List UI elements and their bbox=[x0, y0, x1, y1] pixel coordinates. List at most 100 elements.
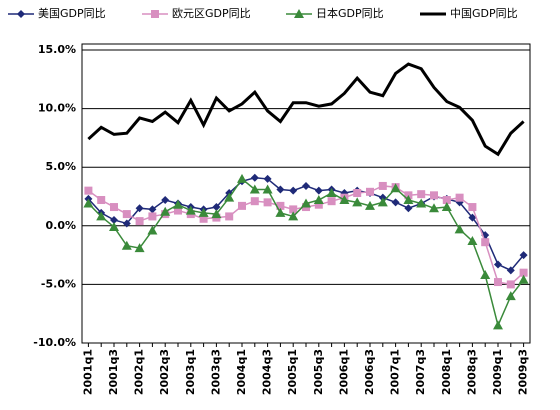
marker bbox=[250, 197, 259, 206]
marker bbox=[238, 201, 246, 210]
x-tick-label: 2003q3 bbox=[209, 349, 222, 395]
marker bbox=[275, 207, 286, 217]
marker bbox=[294, 9, 304, 18]
marker bbox=[454, 224, 465, 234]
marker bbox=[506, 266, 515, 275]
marker bbox=[365, 200, 375, 210]
marker bbox=[416, 198, 427, 208]
x-tick-label: 2003q1 bbox=[184, 349, 197, 395]
marker bbox=[366, 187, 374, 196]
marker bbox=[225, 212, 234, 221]
marker bbox=[442, 196, 451, 205]
y-tick-label: 10.0% bbox=[38, 102, 76, 115]
marker bbox=[314, 186, 323, 195]
marker bbox=[288, 211, 299, 221]
marker bbox=[174, 206, 182, 215]
marker bbox=[249, 184, 260, 194]
legend-label: 日本GDP同比 bbox=[316, 6, 384, 20]
marker bbox=[276, 185, 285, 194]
marker bbox=[352, 197, 363, 207]
marker bbox=[289, 205, 298, 214]
marker bbox=[263, 174, 272, 183]
marker bbox=[161, 196, 170, 205]
marker bbox=[262, 184, 273, 194]
marker bbox=[147, 225, 158, 235]
marker bbox=[301, 198, 311, 208]
marker bbox=[199, 214, 208, 223]
x-tick-label: 2002q1 bbox=[133, 349, 146, 395]
x-tick-label: 2005q3 bbox=[312, 349, 325, 395]
marker bbox=[378, 181, 387, 190]
marker bbox=[173, 199, 183, 209]
marker bbox=[185, 205, 196, 215]
marker bbox=[313, 195, 324, 205]
marker bbox=[121, 240, 132, 250]
marker bbox=[326, 187, 337, 197]
marker bbox=[429, 203, 439, 213]
legend-label: 美国GDP同比 bbox=[38, 7, 106, 20]
marker bbox=[224, 192, 235, 202]
marker bbox=[134, 243, 145, 253]
marker bbox=[468, 203, 477, 212]
marker bbox=[505, 291, 516, 301]
marker bbox=[84, 186, 93, 195]
y-tick-label: 15.0% bbox=[38, 43, 76, 56]
marker bbox=[109, 221, 119, 231]
marker bbox=[404, 204, 413, 213]
marker bbox=[519, 251, 528, 260]
x-tick-label: 2001q1 bbox=[81, 349, 94, 395]
plot-frame bbox=[81, 43, 531, 344]
marker bbox=[417, 190, 426, 199]
x-tick-label: 2007q3 bbox=[414, 349, 427, 395]
marker bbox=[455, 193, 464, 202]
marker bbox=[339, 195, 350, 205]
marker bbox=[151, 10, 159, 18]
marker bbox=[391, 198, 400, 207]
x-tick-label: 2005q1 bbox=[286, 349, 299, 395]
marker bbox=[430, 191, 438, 200]
marker bbox=[96, 211, 107, 221]
marker bbox=[135, 204, 144, 213]
marker bbox=[110, 203, 118, 212]
marker bbox=[122, 219, 131, 228]
marker bbox=[377, 197, 388, 207]
marker bbox=[198, 207, 209, 217]
marker bbox=[148, 212, 157, 221]
x-tick-label: 2008q1 bbox=[440, 349, 453, 395]
x-tick-label: 2009q3 bbox=[517, 349, 530, 395]
x-tick-label: 2002q3 bbox=[158, 349, 171, 395]
marker bbox=[237, 173, 247, 183]
x-tick-label: 2004q1 bbox=[235, 349, 248, 395]
x-tick-label: 2004q3 bbox=[261, 349, 274, 395]
marker bbox=[135, 217, 144, 226]
marker bbox=[467, 236, 478, 246]
marker bbox=[441, 202, 452, 212]
x-tick-label: 2009q1 bbox=[491, 349, 504, 395]
marker bbox=[148, 205, 157, 214]
marker bbox=[263, 198, 272, 207]
marker bbox=[17, 10, 25, 18]
x-tick-label: 2001q3 bbox=[107, 349, 120, 395]
marker bbox=[481, 238, 490, 247]
marker bbox=[403, 195, 414, 205]
y-tick-label: 5.0% bbox=[45, 160, 76, 173]
marker bbox=[289, 186, 298, 195]
marker bbox=[390, 183, 401, 193]
marker bbox=[110, 215, 118, 224]
marker bbox=[83, 198, 94, 208]
marker bbox=[494, 278, 502, 287]
marker bbox=[468, 213, 477, 222]
y-tick-label: -5.0% bbox=[41, 277, 76, 290]
x-tick-label: 2007q1 bbox=[389, 349, 402, 395]
marker bbox=[302, 181, 310, 190]
x-tick-label: 2006q3 bbox=[363, 349, 376, 395]
marker bbox=[519, 268, 528, 277]
legend-label: 欧元区GDP同比 bbox=[172, 7, 251, 20]
marker bbox=[480, 270, 491, 280]
series-line bbox=[87, 176, 525, 272]
x-tick-label: 2008q3 bbox=[465, 349, 478, 395]
legend-label: 中国GDP同比 bbox=[450, 7, 518, 20]
marker bbox=[250, 173, 259, 182]
marker bbox=[160, 206, 171, 216]
